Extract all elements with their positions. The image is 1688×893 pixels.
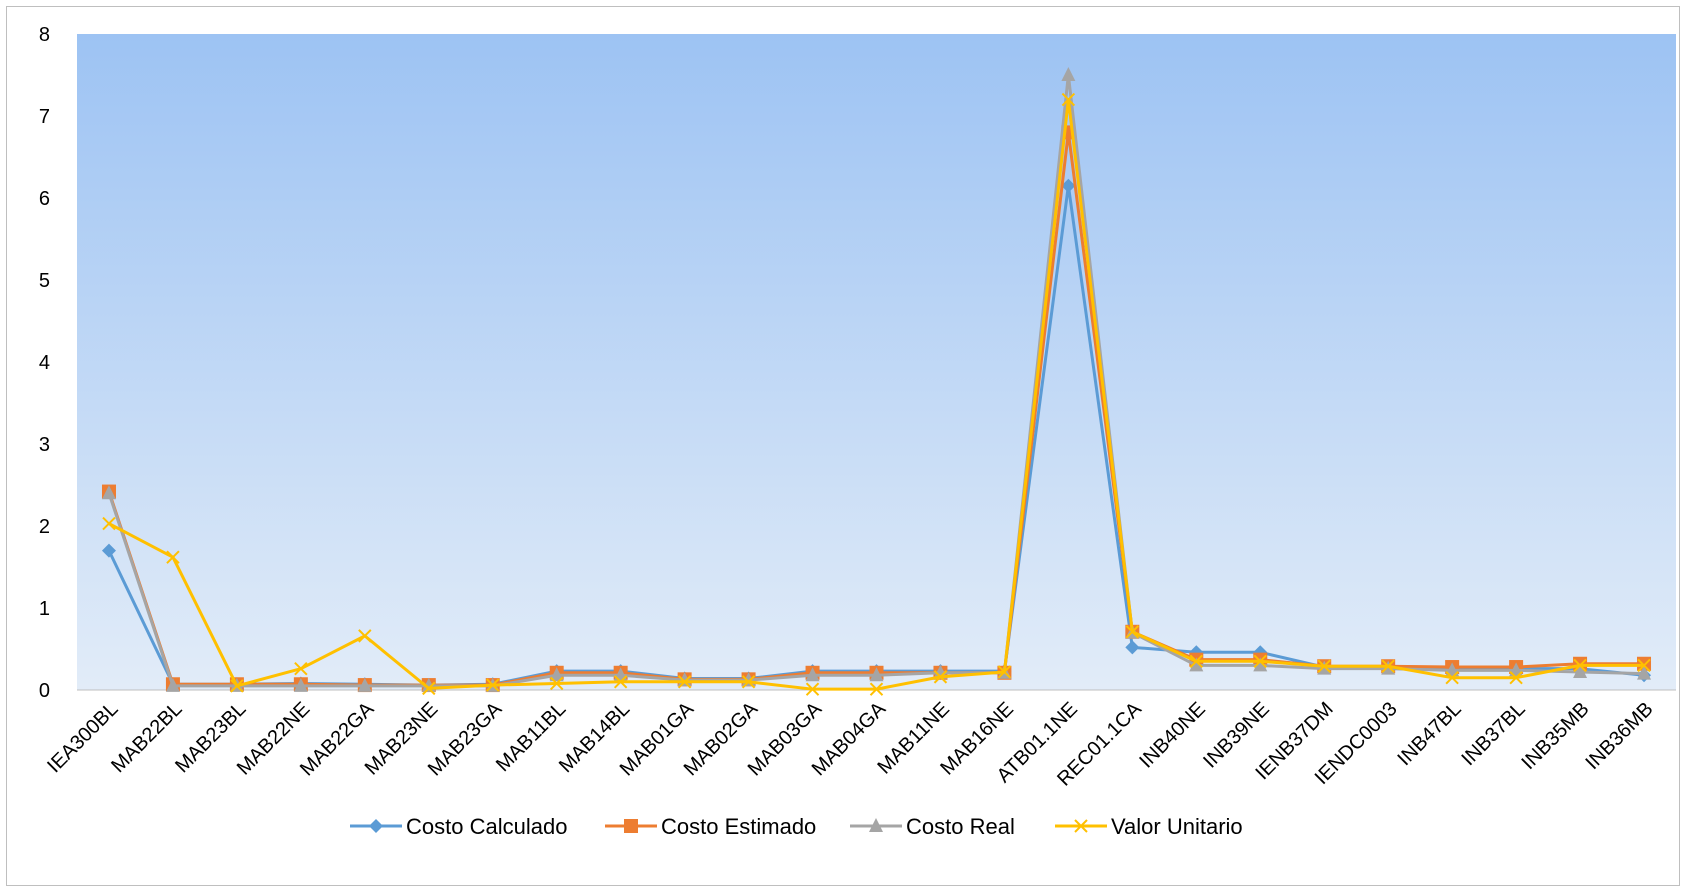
data-point-valor-unitario — [1061, 92, 1076, 107]
data-point-valor-unitario — [102, 516, 116, 531]
x-tick-label: INB40NE — [1135, 698, 1210, 773]
data-point-costo-real — [1637, 665, 1652, 680]
legend-item-valor-unitario: Valor Unitario — [1055, 814, 1243, 839]
data-point-valor-unitario — [1253, 654, 1267, 669]
data-point-valor-unitario — [166, 550, 180, 564]
data-point-valor-unitario — [1189, 654, 1204, 669]
series-layer — [101, 67, 1652, 696]
legend-swatch-marker — [869, 818, 883, 832]
data-point-costo-real — [805, 667, 820, 682]
legend-swatch-marker — [369, 819, 383, 833]
plot-area — [77, 34, 1676, 690]
data-point-valor-unitario — [1381, 659, 1395, 673]
legend: Costo Calculado Costo Estimado Costo Real V… — [350, 814, 1243, 839]
x-tick-label: INB36MB — [1581, 698, 1657, 774]
data-point-valor-unitario — [1317, 659, 1331, 673]
y-tick-label: 1 — [39, 598, 50, 620]
data-point-valor-unitario — [1509, 670, 1523, 685]
data-point-valor-unitario — [741, 675, 756, 689]
legend-item-costo-calculado: Costo Calculado — [350, 814, 567, 839]
data-point-costo-real — [869, 667, 884, 682]
legend-label: Costo Real — [906, 814, 1015, 839]
data-point-costo-real — [1253, 657, 1268, 672]
data-point-valor-unitario — [1125, 625, 1140, 639]
data-point-valor-unitario — [997, 665, 1012, 679]
data-point-valor-unitario — [294, 661, 308, 676]
data-point-valor-unitario — [549, 676, 564, 691]
y-tick-label: 7 — [39, 106, 50, 128]
legend-label: Costo Calculado — [406, 814, 567, 839]
y-tick-label: 6 — [39, 188, 50, 210]
data-point-costo-real — [1573, 663, 1588, 678]
x-tick-label: INB35MB — [1518, 698, 1594, 774]
y-tick-label: 4 — [39, 352, 50, 374]
data-point-costo-real — [1189, 657, 1204, 672]
data-point-valor-unitario — [805, 682, 820, 696]
data-point-costo-real — [357, 677, 372, 692]
data-point-costo-real — [165, 677, 180, 692]
data-point-valor-unitario — [677, 675, 692, 689]
series-valor-unitario — [102, 92, 1651, 696]
legend-item-costo-estimado: Costo Estimado — [605, 814, 816, 839]
y-tick-label: 2 — [39, 516, 50, 538]
data-point-costo-calculado — [1125, 640, 1140, 655]
data-point-valor-unitario — [1445, 670, 1459, 685]
data-point-costo-real — [549, 667, 564, 682]
data-point-valor-unitario — [613, 675, 628, 689]
x-axis: IEA300BLMAB22BLMAB23BLMAB22NEMAB22GAMAB2… — [43, 689, 1676, 791]
data-point-valor-unitario — [1573, 658, 1587, 673]
data-point-costo-estimado — [1637, 656, 1652, 671]
data-point-valor-unitario — [358, 629, 372, 643]
y-tick-label: 0 — [39, 680, 50, 702]
legend-label: Costo Estimado — [661, 814, 816, 839]
data-point-costo-real — [1061, 67, 1076, 81]
data-point-valor-unitario — [1637, 658, 1651, 673]
data-point-costo-calculado — [101, 543, 116, 558]
legend-label: Valor Unitario — [1111, 814, 1243, 839]
x-tick-label: INB47BL — [1394, 698, 1466, 770]
y-axis: 0 1 2 3 4 5 6 7 8 — [39, 24, 50, 702]
legend-item-costo-real: Costo Real — [850, 814, 1015, 839]
y-tick-label: 3 — [39, 434, 50, 456]
y-tick-label: 5 — [39, 270, 50, 292]
data-point-valor-unitario — [486, 678, 500, 692]
data-point-valor-unitario — [422, 681, 436, 696]
data-point-costo-real — [293, 677, 308, 692]
y-tick-label: 8 — [39, 24, 50, 46]
data-point-costo-real — [101, 485, 116, 500]
data-point-valor-unitario — [230, 679, 244, 693]
data-point-costo-calculado — [1061, 178, 1076, 193]
data-point-valor-unitario — [933, 670, 948, 684]
legend-swatch-marker — [624, 819, 638, 833]
legend-swatch-marker — [1074, 819, 1088, 833]
data-point-valor-unitario — [869, 682, 884, 696]
